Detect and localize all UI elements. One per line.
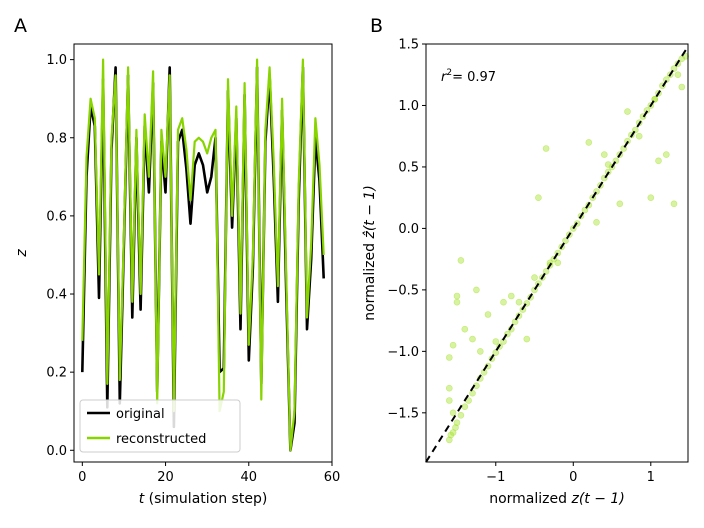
panel-b-ylabel-suffix: (t − 1) (362, 185, 378, 231)
scatter-point (452, 424, 459, 431)
identity-line (425, 45, 689, 463)
scatter-point (542, 145, 550, 152)
panel-b-xlabel-suffix: (t − 1) (579, 491, 625, 507)
panel-b: B −1 0 1−1.5−1.0−0.50.00.51.01.5 r2= 0.97 … (362, 15, 690, 507)
panel-a: A 0 20 40 60 0.0 0.2 0.4 0.6 0.8 1.0 t (simulatio… (14, 15, 340, 507)
scatter-point (624, 108, 631, 115)
scatter-point (457, 411, 465, 419)
panel-a-xlabel-var: t (139, 491, 145, 507)
r-squared-annotation: r2= 0.97 (441, 68, 496, 85)
series-line-reconstructed (81, 58, 325, 452)
y-tick-label: 0.2 (46, 366, 67, 381)
scatter-point (562, 237, 569, 244)
scatter-point (445, 354, 453, 361)
x-tick-label: −1 (486, 470, 505, 485)
scatter-point (449, 341, 457, 349)
scatter-point (469, 335, 476, 343)
scatter-point (492, 338, 500, 345)
scatter-point (445, 397, 453, 404)
scatter-point (655, 157, 662, 165)
y-tick-label: 1.5 (398, 38, 419, 53)
y-tick-label: 1.0 (398, 99, 419, 114)
scatter-point (500, 298, 507, 306)
panel-a-xlabel-rest: (simulation step) (144, 491, 267, 507)
scatter-point (484, 311, 492, 318)
legend-label-original: original (116, 407, 165, 422)
scatter-point (554, 259, 562, 267)
y-tick-label: 0.5 (398, 160, 419, 175)
scatter-point (600, 151, 608, 158)
x-tick-label: 1 (647, 470, 655, 485)
y-tick-label: 0.6 (46, 209, 67, 224)
scatter-point (445, 436, 453, 444)
scatter-point (670, 200, 678, 208)
scatter-point (453, 419, 461, 427)
scatter-point (647, 194, 655, 201)
x-tick-label: 0 (569, 470, 577, 485)
panel-b-ylabel: normalized ẑ(t − 1) (362, 185, 378, 321)
y-tick-label: −0.5 (387, 283, 419, 298)
scatter-point (542, 268, 550, 275)
scatter-point (531, 274, 538, 281)
r-squared-exponent: 2 (446, 68, 452, 78)
scatter-point (507, 292, 515, 300)
y-tick-label: −1.0 (387, 345, 419, 360)
scatter-point (616, 200, 624, 208)
scatter-point (453, 298, 461, 306)
scatter-point (461, 403, 469, 411)
x-tick-label: 20 (157, 470, 174, 485)
scatter-point (511, 318, 519, 326)
scatter-point (469, 389, 476, 397)
r-squared-symbol: r (441, 70, 448, 85)
scatter-point (535, 194, 542, 201)
scatter-point (476, 348, 484, 355)
legend-label-reconstructed: reconstructed (116, 432, 206, 447)
x-tick-label: 40 (241, 470, 258, 485)
y-tick-label: 0.0 (398, 222, 419, 237)
panel-b-ylabel-var: ẑ (362, 231, 378, 240)
y-tick-label: 0.4 (46, 288, 67, 303)
panel-b-label: B (370, 15, 383, 37)
y-tick-label: 1.0 (46, 53, 67, 68)
scatter-point (515, 298, 523, 306)
y-tick-label: 0.0 (46, 444, 67, 459)
y-tick-label: −1.5 (387, 406, 419, 421)
scatter-point (449, 409, 457, 417)
scatter-point (674, 71, 682, 78)
panel-b-xlabel-prefix: normalized (489, 491, 571, 507)
scatter-point (447, 431, 455, 439)
scatter-point (461, 325, 469, 333)
scatter-point (581, 206, 589, 214)
panel-b-xlabel-var: z (570, 491, 579, 507)
panel-a-label: A (14, 15, 27, 37)
panel-b-xlabel: normalized z(t − 1) (489, 491, 625, 507)
scatter-point (604, 161, 612, 168)
panel-a-frame (73, 43, 333, 463)
legend-box (79, 399, 241, 453)
scatter-point (662, 151, 670, 158)
y-tick-label: 0.8 (46, 131, 67, 146)
panel-a-xlabel: t (simulation step) (139, 491, 268, 507)
scatter-point (523, 335, 531, 343)
scatter-point (473, 286, 480, 294)
scatter-point (593, 219, 600, 226)
panel-b-frame (425, 43, 689, 463)
scatter-point (457, 257, 465, 264)
legend: original reconstructed (79, 399, 241, 453)
panel-b-ylabel-prefix: normalized (362, 239, 378, 321)
scatter-point (678, 83, 686, 91)
scatter-point (585, 139, 593, 146)
scatter-point (453, 292, 461, 300)
x-tick-label: 60 (324, 470, 341, 485)
scatter-point (445, 384, 453, 392)
scatter-point (635, 132, 643, 140)
panel-a-ylabel: z (14, 249, 30, 258)
r-squared-value: = 0.97 (452, 70, 496, 85)
x-tick-label: 0 (78, 470, 86, 485)
